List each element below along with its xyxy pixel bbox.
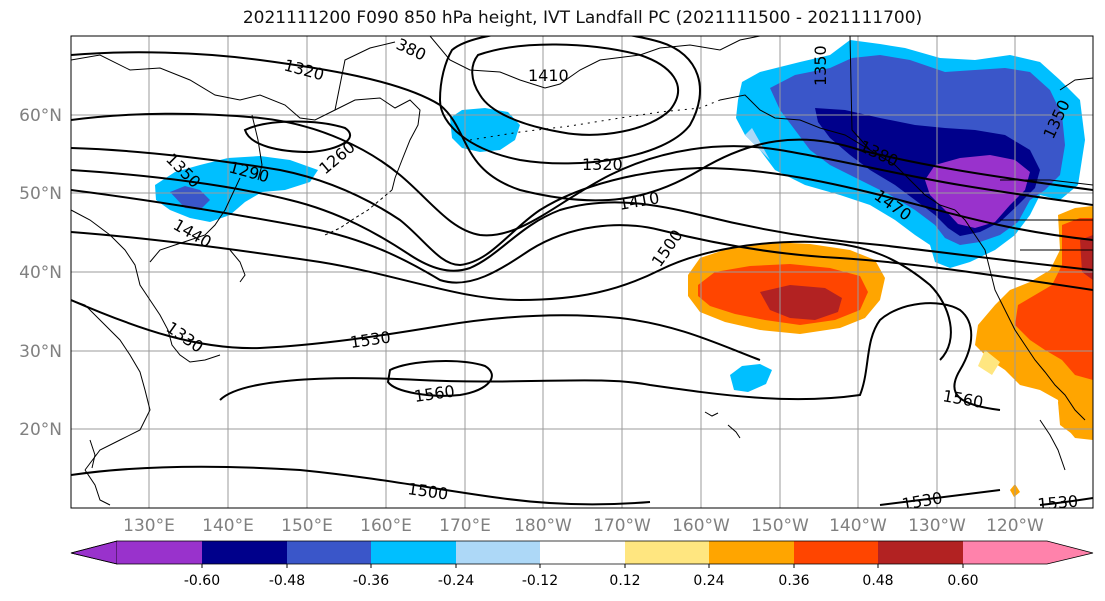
colorbar-segment [625,541,709,564]
lon-label: 170°E [439,516,491,536]
map-frame [70,35,1094,509]
colorbar-tick-label: -0.12 [522,573,558,589]
colorbar-extend-min [70,540,118,565]
lon-label: 160°E [360,516,412,536]
coastlines [71,36,1093,506]
lon-label: 130°W [908,516,966,536]
ivt-negative-patch-japan-core [170,186,210,210]
colorbar-tick-label: 0.12 [609,573,640,589]
ivt-negative-patch-subtropic [730,364,772,392]
lat-label: 20°N [19,420,62,440]
contour-label: 1350 [811,45,830,86]
lon-label: 140°W [829,516,887,536]
colorbar-tick-label: -0.36 [353,573,389,589]
map-title: 2021111200 F090 850 hPa height, IVT Land… [242,8,923,28]
map-gridlines [71,36,1093,508]
lon-label: 120°W [986,516,1044,536]
colorbar-segment [202,541,287,564]
colorbar-segment [878,541,963,564]
colorbar-ticks: -0.60 -0.48 -0.36 -0.24 -0.12 0.12 0.24 … [184,564,979,589]
contour-label: 1410 [528,66,569,85]
lon-label: 180°W [514,516,572,536]
colorbar-segment [709,541,794,564]
ivt-positive-coast-mid [1015,218,1093,380]
lat-label: 30°N [19,342,62,362]
ivt-positive-south-patch [1058,396,1093,436]
colorbar-tick-label: 0.24 [693,573,724,589]
lon-label: 150°W [751,516,809,536]
lon-label: 140°E [202,516,254,536]
lon-label: 150°E [281,516,333,536]
contour-label: 1530 [900,488,943,514]
map-layers: 1320 1410 1350 1290 1260 1320 1410 1380 … [71,36,1093,514]
colorbar-extend-max [963,541,1093,564]
ivt-positive-coast-yellow [978,350,1000,375]
contour-label: 1320 [582,155,623,174]
ivt-negative-core [925,155,1030,228]
lat-label: 60°N [19,106,62,126]
colorbar-segment [456,541,540,564]
lon-label: 170°W [593,516,651,536]
colorbar-segment [540,541,625,564]
colorbar-tick-label: 0.36 [778,573,809,589]
colorbar-tick-label: 0.60 [947,573,978,589]
colorbar-segment [117,541,202,564]
lon-axis-labels: 130°E 140°E 150°E 160°E 170°E 180°W 170°… [123,516,1044,536]
colorbar-segment [371,541,456,564]
colorbar-tick-label: 0.48 [862,573,893,589]
colorbar: -0.60 -0.48 -0.36 -0.24 -0.12 0.12 0.24 … [70,540,1094,589]
lat-axis-labels: 60°N 50°N 40°N 30°N 20°N [19,106,62,440]
colorbar-tick-label: -0.60 [184,573,220,589]
colorbar-segment [794,541,878,564]
colorbar-tick-label: -0.48 [269,573,305,589]
colorbar-segment [287,541,371,564]
height-contours [71,36,1093,506]
lon-label: 130°E [123,516,175,536]
lat-label: 40°N [19,263,62,283]
lat-label: 50°N [19,184,62,204]
colorbar-tick-label: -0.24 [438,573,474,589]
ivt-negative-light-edge [745,128,770,160]
contour-label: 1530 [1037,492,1079,514]
lon-label: 160°W [672,516,730,536]
colorbar-outline [70,540,1094,565]
